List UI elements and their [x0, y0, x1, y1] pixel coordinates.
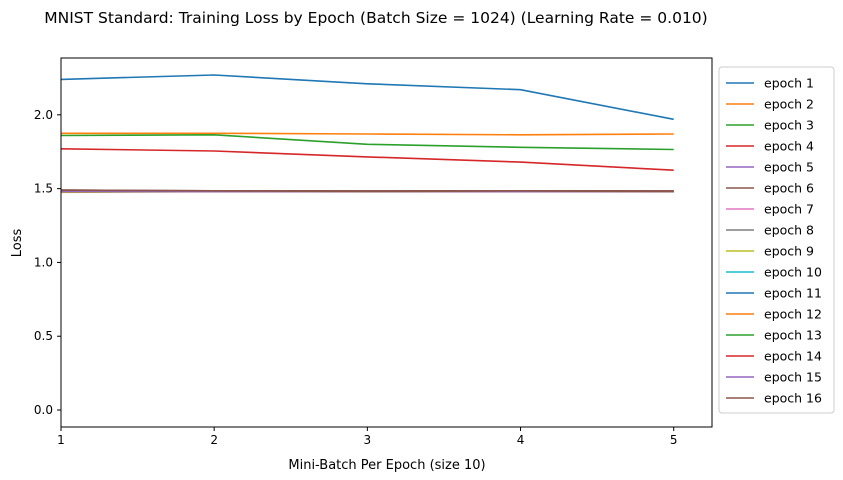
y-axis-label: Loss: [10, 229, 25, 258]
y-tick-label: 0.5: [34, 329, 53, 343]
legend-label: epoch 14: [764, 349, 822, 364]
x-tick-label: 2: [210, 433, 218, 447]
x-tick-label: 3: [364, 433, 372, 447]
legend-label: epoch 13: [764, 328, 822, 343]
legend-label: epoch 5: [764, 160, 814, 175]
axes-frame: [60, 57, 713, 428]
plot-area: [60, 74, 674, 194]
series-line-1: [60, 74, 674, 121]
legend-box: [718, 66, 835, 414]
series-line-4: [60, 148, 674, 171]
x-tick-label: 1: [57, 433, 65, 447]
series-line-2: [61, 132, 674, 136]
series-line-16: [60, 189, 674, 193]
chart-title: MNIST Standard: Training Loss by Epoch (…: [44, 9, 707, 27]
y-tick-label: 1.5: [34, 182, 53, 196]
x-tick-label: 5: [670, 433, 678, 447]
y-tick-label: 2.0: [34, 108, 53, 122]
legend-label: epoch 9: [764, 244, 814, 259]
legend-label: epoch 6: [764, 181, 814, 196]
legend: epoch 1 epoch 2 epoch 3 epoch 4 epoch 5 epoch…: [718, 66, 835, 414]
y-tick-label: 1.0: [34, 255, 53, 269]
legend-label: epoch 10: [764, 265, 822, 280]
series-line-3: [60, 134, 674, 151]
legend-label: epoch 4: [764, 139, 814, 154]
legend-label: epoch 1: [764, 76, 814, 91]
legend-label: epoch 8: [764, 223, 814, 238]
legend-label: epoch 11: [764, 286, 822, 301]
y-tick-label: 0.0: [34, 403, 53, 417]
x-axis-label: Mini-Batch Per Epoch (size 10): [288, 458, 485, 473]
legend-label: epoch 15: [764, 370, 822, 385]
x-tick-label: 4: [517, 433, 525, 447]
legend-label: epoch 12: [764, 307, 822, 322]
axes: 1 2 3 4 5 0.0 0.5 1.0 1.5 2.0: [34, 57, 713, 447]
legend-label: epoch 3: [764, 118, 814, 133]
legend-label: epoch 2: [764, 97, 814, 112]
legend-label: epoch 16: [764, 391, 822, 406]
legend-label: epoch 7: [764, 202, 814, 217]
